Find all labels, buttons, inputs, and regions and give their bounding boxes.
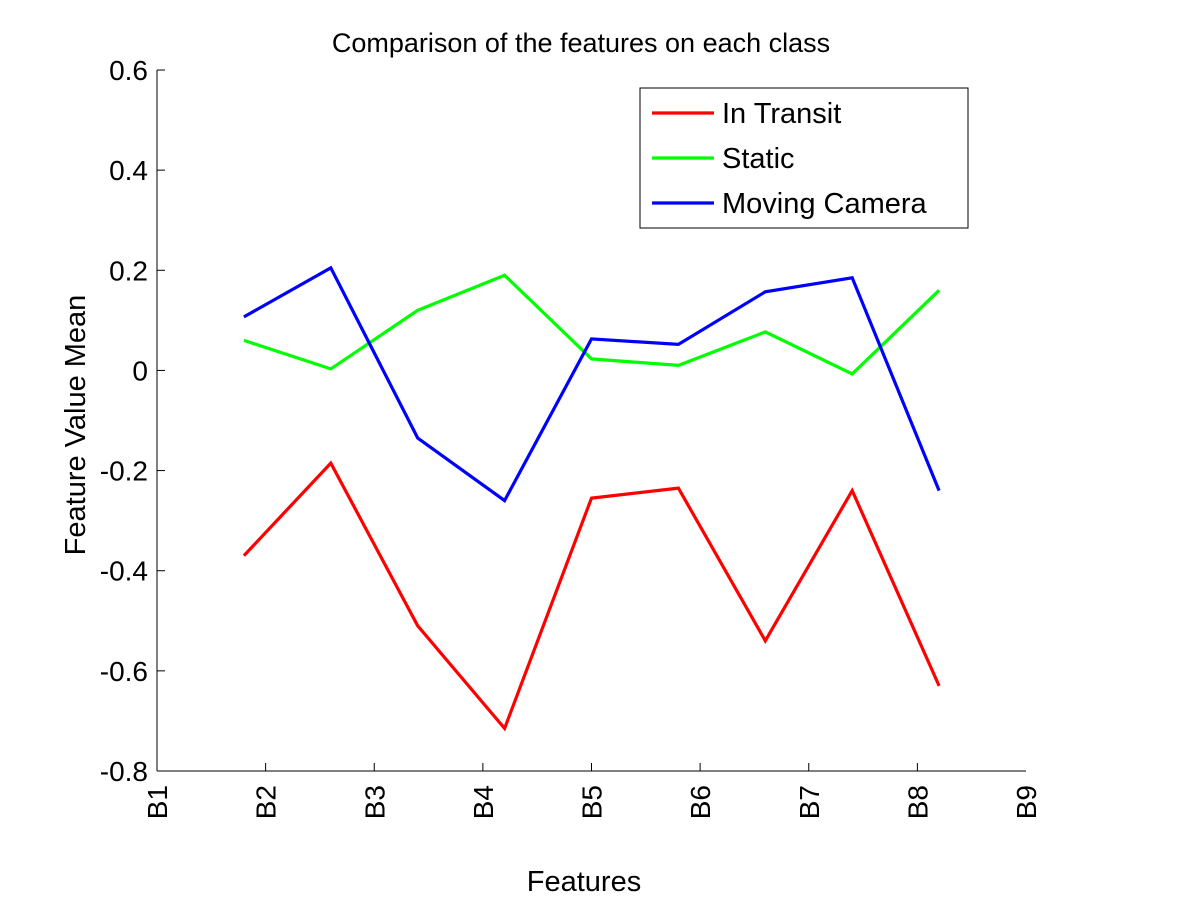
x-axis-label: Features [527,866,641,898]
y-tick-label: -0.6 [100,656,148,687]
x-tick-label: B6 [685,785,716,819]
legend-label: Static [722,143,795,175]
y-tick-label: -0.4 [100,556,148,587]
y-axis-label: Feature Value Mean [60,295,92,556]
legend-label: In Transit [722,98,841,130]
legend-label: Moving Camera [722,188,928,220]
y-tick-label: -0.2 [100,456,148,487]
y-tick-label: 0.6 [109,55,148,86]
x-tick-label: B4 [468,785,499,819]
y-tick-label: 0 [132,355,148,386]
x-tick-label: B7 [794,785,825,819]
x-tick-label: B2 [251,785,282,819]
legend: In Transit Static Moving Camera [639,87,969,229]
x-tick-label: B3 [359,785,390,819]
y-tick-label: -0.8 [100,756,148,787]
x-tick-label: B9 [1011,785,1042,819]
series-lines [242,265,941,732]
series-line-2 [243,265,941,503]
x-tick-label: B5 [577,785,608,819]
series-line-1 [243,273,941,376]
axes: 0.6 0.4 0.2 0 -0.2 -0.4 -0.6 -0.8B1 B2 B3 B4 B5 B6 B7… [100,55,1042,819]
chart-title: Comparison of the features on each class [332,28,830,58]
x-tick-label: B1 [142,785,173,819]
series-line-0 [242,460,941,732]
y-tick-label: 0.2 [109,255,148,286]
y-tick-label: 0.4 [109,155,148,186]
x-tick-label: B8 [902,785,933,819]
